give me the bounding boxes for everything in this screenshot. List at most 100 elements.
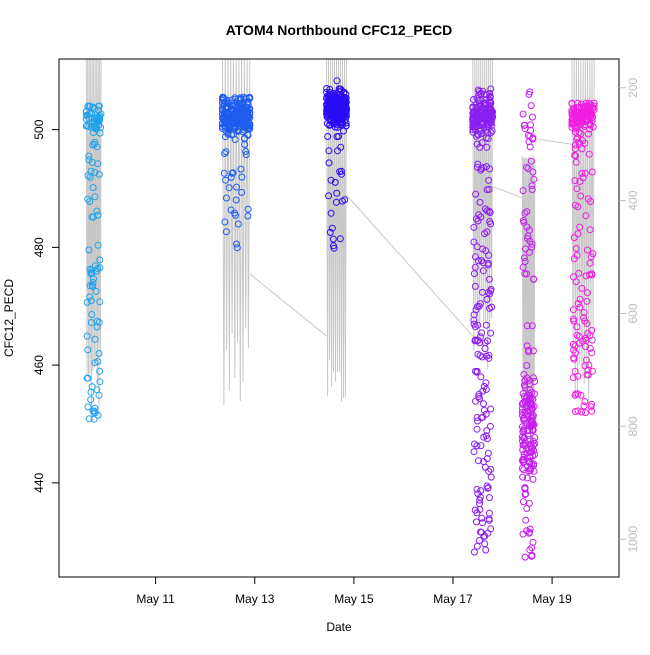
- data-point-flight-1: [88, 311, 96, 318]
- data-point-flight-6: [573, 185, 581, 193]
- data-point-flight-2: [231, 136, 239, 143]
- data-point-flight-5: [527, 157, 535, 165]
- y-tick-label: 460: [32, 355, 46, 375]
- data-point-flight-5: [530, 447, 538, 455]
- data-point-flight-1: [95, 350, 103, 357]
- data-point-flight-6: [571, 177, 579, 185]
- x-tick-label: May 13: [235, 592, 275, 606]
- data-point-flight-5: [521, 125, 529, 133]
- data-point-flight-3: [329, 118, 337, 126]
- data-point-flight-6: [573, 119, 581, 127]
- data-point-flight-4: [486, 111, 494, 119]
- data-point-flight-2: [235, 126, 243, 134]
- data-point-flight-5: [519, 498, 527, 506]
- data-point-flight-6: [576, 178, 584, 185]
- data-point-flight-5: [528, 322, 536, 330]
- data-point-flight-4: [480, 164, 487, 172]
- data-point-flight-6: [585, 108, 593, 115]
- data-point-flight-3: [325, 147, 333, 155]
- data-point-flight-4: [480, 433, 488, 441]
- data-point-flight-2: [222, 148, 230, 156]
- data-point-flight-6: [580, 402, 588, 410]
- data-point-flight-4: [484, 289, 492, 296]
- data-point-flight-4: [481, 540, 489, 548]
- data-point-flight-4: [485, 275, 493, 283]
- data-point-flight-5: [523, 208, 531, 216]
- data-point-flight-4: [473, 542, 481, 550]
- data-point-flight-2: [219, 113, 227, 121]
- data-point-flight-6: [579, 337, 587, 345]
- data-point-flight-1: [94, 241, 102, 249]
- data-point-flight-6: [583, 320, 591, 327]
- data-point-flight-1: [85, 156, 93, 164]
- data-point-flight-3: [340, 127, 347, 135]
- data-point-flight-1: [95, 170, 103, 178]
- data-point-flight-4: [486, 422, 494, 430]
- data-point-flight-4: [479, 288, 486, 296]
- data-point-flight-2: [229, 169, 237, 177]
- data-point-flight-1: [91, 404, 99, 412]
- data-point-flight-4: [485, 494, 493, 502]
- data-point-flight-4: [481, 345, 489, 353]
- data-point-flight-5: [523, 362, 531, 369]
- data-point-flight-6: [589, 104, 597, 112]
- data-point-flight-4: [470, 122, 478, 130]
- data-point-flight-2: [236, 109, 244, 116]
- data-point-flight-6: [568, 100, 576, 108]
- data-point-flight-4: [476, 352, 484, 360]
- data-point-flight-6: [574, 230, 582, 238]
- data-point-flight-4: [471, 336, 479, 344]
- data-point-flight-1: [95, 318, 103, 326]
- y2-tick-label: 400: [626, 190, 640, 210]
- data-point-flight-6: [571, 367, 579, 375]
- data-point-flight-5: [531, 378, 539, 385]
- data-point-flight-4: [484, 449, 492, 457]
- data-point-flight-4: [476, 493, 484, 501]
- data-point-flight-6: [574, 300, 582, 308]
- data-point-flight-6: [585, 150, 593, 158]
- data-point-flight-6: [573, 323, 581, 331]
- data-point-flight-4: [476, 127, 484, 135]
- data-point-flight-4: [474, 160, 482, 168]
- y2-axis-pressure: 200 400 600 800 1000: [619, 77, 640, 553]
- data-point-flight-1: [82, 108, 90, 116]
- data-point-flight-4: [478, 414, 485, 422]
- data-point-flight-6: [582, 212, 590, 220]
- data-point-flight-3: [330, 242, 337, 250]
- data-point-flight-3: [329, 89, 337, 97]
- data-point-flight-5: [525, 499, 533, 507]
- data-point-flight-5: [521, 381, 528, 389]
- data-point-flight-4: [475, 91, 483, 99]
- data-point-flight-4: [473, 215, 480, 223]
- data-point-flight-2: [234, 115, 242, 123]
- data-point-flight-6: [587, 253, 595, 261]
- data-point-flight-6: [582, 272, 590, 280]
- data-point-flight-4: [469, 126, 477, 134]
- data-point-flight-4: [470, 548, 478, 556]
- data-point-flight-6: [583, 371, 591, 379]
- data-point-flight-2: [243, 122, 251, 130]
- data-point-flight-5: [520, 370, 528, 378]
- data-point-flight-2: [228, 113, 236, 121]
- data-point-flight-4: [477, 528, 484, 536]
- data-point-flight-4: [472, 190, 480, 198]
- data-point-flight-6: [572, 390, 580, 398]
- data-point-flight-5: [523, 474, 531, 482]
- data-point-flight-5: [526, 525, 534, 533]
- data-point-flight-5: [519, 415, 527, 423]
- data-point-flight-5: [529, 426, 537, 434]
- data-point-flight-5: [520, 218, 528, 226]
- data-point-flight-4: [481, 205, 489, 213]
- data-point-flight-5: [528, 448, 535, 456]
- data-point-flight-3: [341, 196, 349, 204]
- data-point-flight-1: [92, 287, 100, 295]
- data-point-flight-1: [91, 359, 99, 367]
- data-point-flight-2: [244, 212, 252, 220]
- data-point-flight-2: [233, 240, 240, 248]
- data-point-flight-3: [333, 77, 341, 85]
- data-point-flight-3: [340, 100, 348, 108]
- data-point-flight-1: [88, 383, 96, 391]
- data-point-flight-1: [87, 396, 95, 404]
- data-point-flight-4: [487, 85, 495, 93]
- data-point-flight-1: [90, 409, 98, 417]
